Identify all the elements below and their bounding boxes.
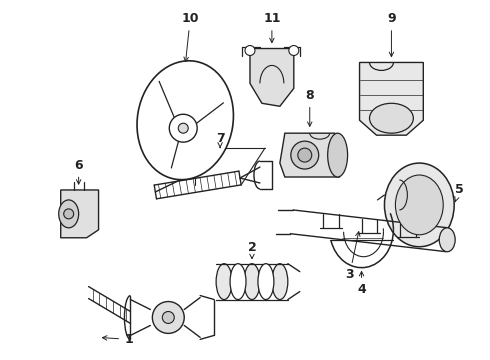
Circle shape	[162, 311, 174, 323]
Ellipse shape	[439, 228, 455, 252]
Circle shape	[291, 141, 318, 169]
Polygon shape	[280, 133, 340, 177]
Text: 6: 6	[74, 158, 83, 184]
Text: 7: 7	[216, 132, 224, 148]
Text: 11: 11	[263, 12, 281, 42]
Text: 3: 3	[345, 232, 360, 281]
Ellipse shape	[244, 264, 260, 300]
Text: 10: 10	[181, 12, 199, 62]
Polygon shape	[360, 62, 423, 135]
Ellipse shape	[395, 175, 443, 235]
Text: 5: 5	[455, 184, 464, 202]
Polygon shape	[160, 135, 215, 165]
Circle shape	[289, 45, 299, 55]
Circle shape	[245, 45, 255, 55]
Ellipse shape	[385, 163, 454, 247]
Text: 9: 9	[387, 12, 396, 57]
Circle shape	[169, 114, 197, 142]
Text: 8: 8	[305, 89, 314, 126]
Circle shape	[298, 148, 312, 162]
Ellipse shape	[272, 264, 288, 300]
Text: 1: 1	[102, 333, 133, 346]
Ellipse shape	[59, 200, 78, 228]
Text: 4: 4	[357, 271, 366, 296]
Ellipse shape	[216, 264, 232, 300]
Text: 2: 2	[247, 241, 256, 258]
Circle shape	[64, 209, 74, 219]
Ellipse shape	[328, 133, 347, 177]
Polygon shape	[250, 49, 294, 106]
Ellipse shape	[369, 103, 414, 133]
Ellipse shape	[137, 61, 233, 180]
Ellipse shape	[258, 264, 274, 300]
Ellipse shape	[230, 264, 246, 300]
Circle shape	[152, 302, 184, 333]
Polygon shape	[61, 190, 98, 238]
Circle shape	[178, 123, 188, 133]
